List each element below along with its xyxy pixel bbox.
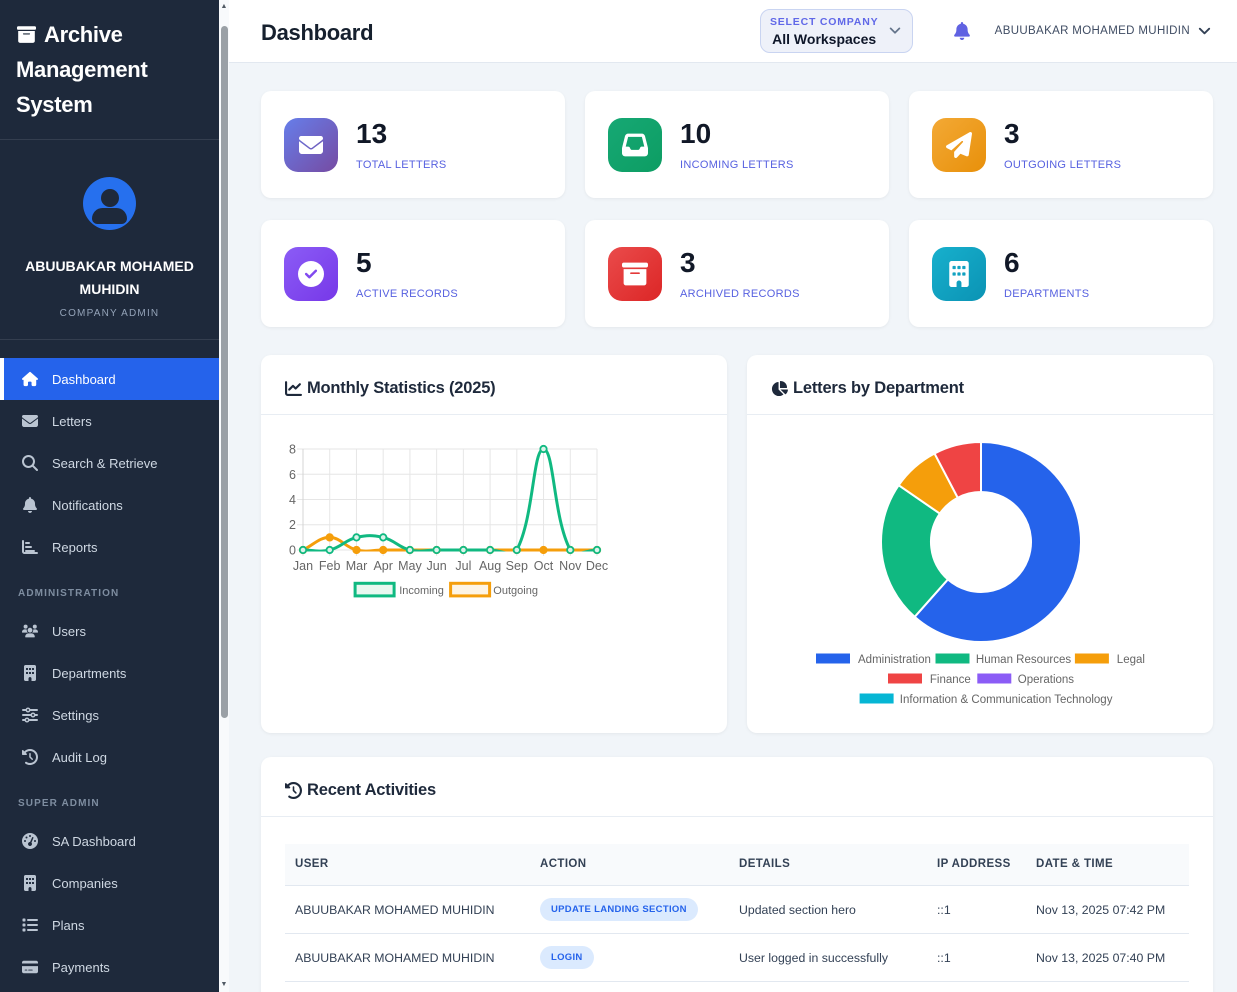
svg-text:Information & Communication Te: Information & Communication Technology (900, 694, 1113, 706)
svg-text:Jan: Jan (293, 559, 313, 573)
svg-text:6: 6 (289, 468, 296, 482)
svg-text:Dec: Dec (586, 559, 608, 573)
svg-text:Administration: Administration (858, 654, 931, 666)
svg-text:Operations: Operations (1018, 674, 1075, 686)
svg-text:Feb: Feb (319, 559, 341, 573)
svg-text:Outgoing: Outgoing (493, 585, 538, 597)
svg-text:Jun: Jun (427, 559, 447, 573)
svg-text:Apr: Apr (373, 559, 392, 573)
svg-text:Incoming: Incoming (399, 585, 444, 597)
svg-text:Jul: Jul (455, 559, 471, 573)
svg-text:4: 4 (289, 493, 296, 507)
svg-text:Oct: Oct (534, 559, 554, 573)
svg-text:May: May (398, 559, 422, 573)
svg-text:Nov: Nov (559, 559, 582, 573)
svg-text:2: 2 (289, 518, 296, 532)
svg-text:Sep: Sep (506, 559, 528, 573)
svg-text:Legal: Legal (1117, 654, 1145, 666)
svg-text:Aug: Aug (479, 559, 501, 573)
svg-text:Human Resources: Human Resources (976, 654, 1071, 666)
svg-text:8: 8 (289, 443, 296, 457)
svg-text:Finance: Finance (930, 674, 971, 686)
svg-text:Mar: Mar (346, 559, 368, 573)
svg-text:0: 0 (289, 544, 296, 558)
